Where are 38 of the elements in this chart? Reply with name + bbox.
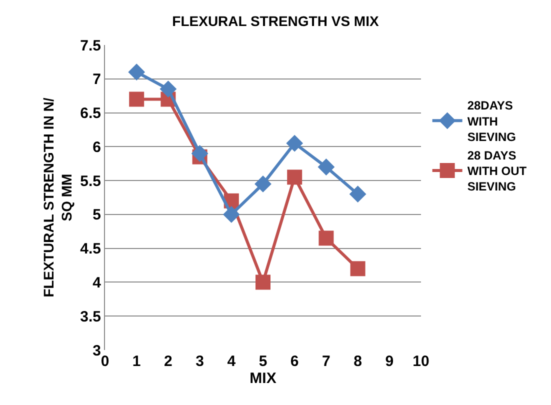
y-axis-title: FLEXTURAL STRENGTH IN N/ SQ MM (40, 98, 75, 298)
y-tick-label: 6 (92, 138, 101, 156)
point (318, 158, 335, 176)
point (286, 134, 304, 152)
x-tick-label: 6 (290, 353, 299, 370)
x-tick-label: 1 (132, 353, 141, 370)
point (349, 186, 366, 203)
y-tick-label: 5.5 (80, 172, 101, 190)
point (222, 206, 240, 223)
y-tick-label: 5 (92, 206, 101, 224)
x-axis-title: MIX (250, 370, 276, 387)
point (287, 170, 302, 185)
x-tick-label: 0 (100, 353, 110, 370)
x-tick-label: 7 (322, 353, 330, 370)
y-tick-label: 4 (92, 274, 102, 292)
y-tick-label: 4.5 (80, 240, 101, 258)
point (160, 80, 177, 98)
x-tick-label: 9 (385, 353, 394, 370)
point (318, 230, 334, 246)
legend-label: 28 DAYS WITH OUT SIEVING (467, 148, 528, 194)
chart-title: FLEXURAL STRENGTH VS MIX (172, 13, 380, 29)
x-tick-label: 4 (227, 353, 236, 370)
y-tick-label: 3.5 (80, 308, 101, 326)
y-tick-label: 6.5 (80, 105, 101, 122)
x-tick-label: 10 (412, 353, 430, 370)
x-tick-label: 8 (354, 353, 362, 370)
x-tick-label: 2 (164, 353, 172, 370)
point (129, 92, 144, 107)
point (254, 175, 272, 192)
x-tick-label: 3 (196, 353, 204, 370)
x-tick-label: 5 (258, 353, 268, 370)
y-tick-label: 7 (92, 71, 101, 88)
point (128, 64, 146, 81)
y-tick-label: 7.5 (80, 37, 101, 54)
legend-label: 28DAYS WITH SIEVING (467, 98, 516, 144)
point (256, 274, 270, 290)
point (191, 144, 208, 162)
point (350, 261, 366, 276)
